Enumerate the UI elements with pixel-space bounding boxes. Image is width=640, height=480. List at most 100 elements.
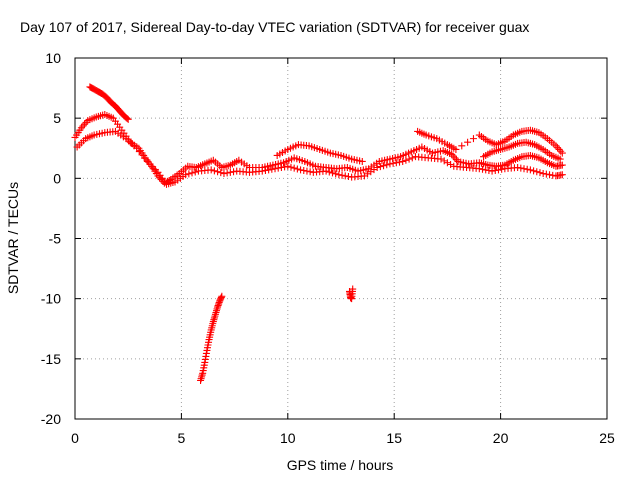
chart-title: Day 107 of 2017, Sidereal Day-to-day VTE… (20, 19, 529, 35)
data-point-marker (81, 120, 89, 128)
data-point-marker (447, 160, 455, 168)
data-point-marker (402, 156, 410, 164)
data-point-marker (191, 168, 199, 176)
x-tick-label: 25 (599, 430, 615, 446)
y-tick-label: -20 (41, 411, 61, 427)
x-tick-label: 15 (386, 430, 402, 446)
data-point-marker (290, 164, 298, 172)
data-series (346, 285, 357, 303)
data-point-marker (491, 167, 499, 175)
data-point-marker (554, 144, 562, 152)
x-tick-label: 10 (280, 430, 296, 446)
data-series (273, 141, 366, 165)
y-tick-label: -10 (41, 291, 61, 307)
data-series (480, 138, 564, 163)
data-point-marker (268, 165, 276, 173)
data-point-marker (332, 170, 340, 178)
x-tick-label: 20 (493, 430, 509, 446)
data-point-marker (514, 164, 522, 172)
data-point-marker (214, 168, 222, 176)
y-axis: -20 -15 -10 -5 0 5 10 (41, 50, 607, 427)
data-point-marker (223, 169, 231, 177)
data-point-marker (124, 115, 132, 123)
data-point-marker (392, 159, 400, 167)
data-point-marker (458, 142, 466, 150)
y-tick-label: 10 (45, 50, 61, 66)
data-point-marker (558, 171, 566, 179)
data-point-marker (396, 158, 404, 166)
data-point-marker (188, 169, 196, 177)
data-point-marker (344, 173, 352, 181)
data-point-marker (265, 166, 273, 174)
data-point-marker (277, 164, 285, 172)
data-point-marker (258, 167, 266, 175)
data-point-marker (373, 164, 381, 172)
data-series (197, 292, 226, 384)
data-point-marker (530, 167, 538, 175)
data-point-marker (405, 155, 413, 163)
x-tick-label: 5 (178, 430, 186, 446)
data-point-marker (437, 155, 445, 163)
data-point-marker (464, 138, 472, 146)
data-point-marker (557, 147, 565, 155)
data-point-marker (287, 163, 295, 171)
data-point-marker (226, 168, 234, 176)
y-tick-label: 0 (53, 170, 61, 186)
data-point-marker (408, 154, 416, 162)
data-point-marker (440, 157, 448, 165)
data-point-marker (328, 169, 336, 177)
data-point-marker (555, 145, 563, 153)
data-point-marker (358, 157, 366, 165)
data-point-marker (335, 171, 343, 179)
data-point-marker (322, 167, 330, 175)
data-series (73, 127, 566, 188)
data-series (414, 126, 566, 157)
data-point-marker (479, 165, 487, 173)
data-point-marker (182, 171, 190, 179)
data-point-marker (376, 163, 384, 171)
data-point-marker (498, 165, 506, 173)
data-point-marker (303, 167, 311, 175)
data-point-marker (230, 168, 238, 176)
data-point-marker (281, 163, 289, 171)
data-point-marker (210, 167, 218, 175)
data-point-marker (469, 135, 477, 143)
data-point-marker (217, 169, 225, 177)
data-point-marker (300, 167, 308, 175)
data-point-marker (556, 155, 564, 163)
data-point-marker (451, 154, 459, 162)
y-tick-label: -5 (49, 231, 62, 247)
data-point-marker (517, 164, 525, 172)
y-tick-label: 5 (53, 110, 61, 126)
data-point-marker (284, 162, 292, 170)
x-axis: 0 5 10 15 20 25 (71, 58, 615, 446)
data-point-marker (220, 170, 228, 178)
data-point-marker (399, 157, 407, 165)
data-point-marker (494, 166, 502, 174)
data-point-marker (482, 166, 490, 174)
data-point-marker (475, 165, 483, 173)
data-point-marker (452, 145, 460, 153)
data-point-marker (485, 167, 493, 175)
data-point-marker (389, 159, 397, 167)
data-point-marker (297, 166, 305, 174)
data-point-marker (271, 165, 279, 173)
data-point-marker (558, 161, 566, 169)
data-point-marker (123, 114, 131, 122)
data-point-marker (79, 122, 87, 130)
data-point-marker (380, 162, 388, 170)
data-point-marker (558, 149, 566, 157)
data-point-marker (293, 165, 301, 173)
data-point-marker (386, 160, 394, 168)
data-point-marker (533, 168, 541, 176)
data-point-marker (523, 165, 531, 173)
data-point-marker (546, 171, 554, 179)
data-point-marker (207, 166, 215, 174)
grid-lines (75, 58, 607, 419)
y-tick-label: -15 (41, 351, 61, 367)
data-point-marker (341, 172, 349, 180)
data-point-marker (488, 167, 496, 175)
data-point-marker (261, 167, 269, 175)
data-point-marker (349, 285, 357, 293)
